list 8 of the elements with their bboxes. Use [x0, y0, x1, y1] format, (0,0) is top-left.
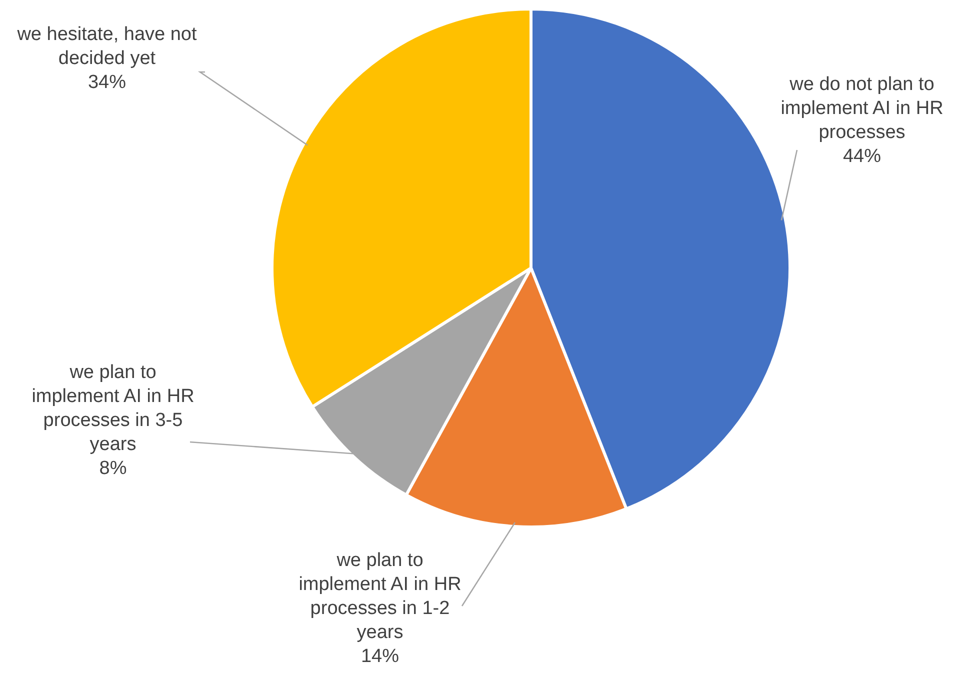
data-label: 8%: [99, 458, 127, 479]
data-label: 44%: [842, 146, 882, 167]
data-label: 14%: [360, 646, 400, 667]
slice-label: we hesitate, have not decided yet: [16, 24, 198, 69]
slice-label: we plan to implement AI in HR processes in 3-5 years: [32, 362, 194, 455]
data-label: 34%: [88, 72, 126, 93]
slice-label: we do not plan to implement AI in HR processes: [780, 74, 944, 143]
slice-label: we plan to implement AI in HR processes in 1-2 years: [298, 550, 462, 643]
